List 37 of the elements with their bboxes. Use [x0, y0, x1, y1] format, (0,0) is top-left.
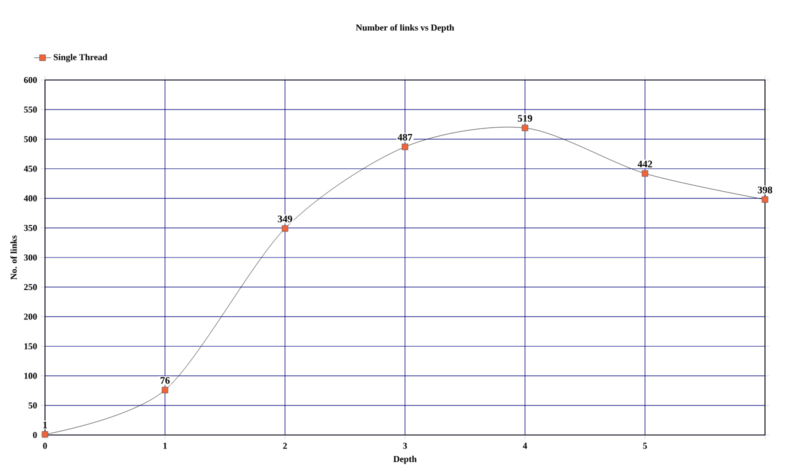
point — [402, 144, 408, 150]
y-tick-label: 200 — [24, 314, 37, 320]
x-tick-label: 1 — [163, 442, 167, 449]
data-label: 398 — [758, 186, 772, 194]
chart-title: Number of links vs Depth — [356, 24, 454, 32]
y-tick-label: 450 — [24, 166, 37, 172]
point — [42, 431, 48, 438]
legend-label: Single Thread — [54, 54, 108, 62]
point — [762, 196, 768, 203]
y-tick-label: 400 — [24, 195, 37, 202]
y-tick-label: 550 — [24, 106, 37, 113]
point — [282, 225, 288, 232]
point — [522, 124, 528, 132]
data-label: 349 — [278, 216, 292, 222]
y-tick-label: 300 — [24, 254, 37, 261]
y-tick-label: 250 — [24, 284, 37, 290]
point — [642, 170, 648, 177]
y-tick-label: 100 — [24, 372, 37, 379]
y-axis-title: No. of links — [10, 235, 17, 280]
y-tick-label: 350 — [24, 224, 37, 231]
data-label: 519 — [518, 115, 532, 122]
data-label: 487 — [398, 134, 412, 141]
x-axis-title: Depth — [393, 456, 417, 464]
data-label: 442 — [638, 160, 652, 168]
y-tick-label: 600 — [24, 76, 37, 84]
x-tick-label: 3 — [403, 442, 407, 449]
y-tick-label: 150 — [24, 343, 37, 350]
x-tick-label: 0 — [43, 442, 47, 449]
x-tick-label: 5 — [643, 442, 647, 449]
y-tick-label: 500 — [24, 136, 37, 142]
x-tick-label: 4 — [522, 442, 528, 449]
data-label: 76 — [160, 377, 170, 384]
x-tick-label: 2 — [283, 442, 287, 449]
y-tick-label: 0 — [33, 432, 37, 438]
point — [162, 386, 168, 394]
y-tick-label: 50 — [28, 402, 37, 408]
data-label: 1 — [43, 422, 47, 428]
